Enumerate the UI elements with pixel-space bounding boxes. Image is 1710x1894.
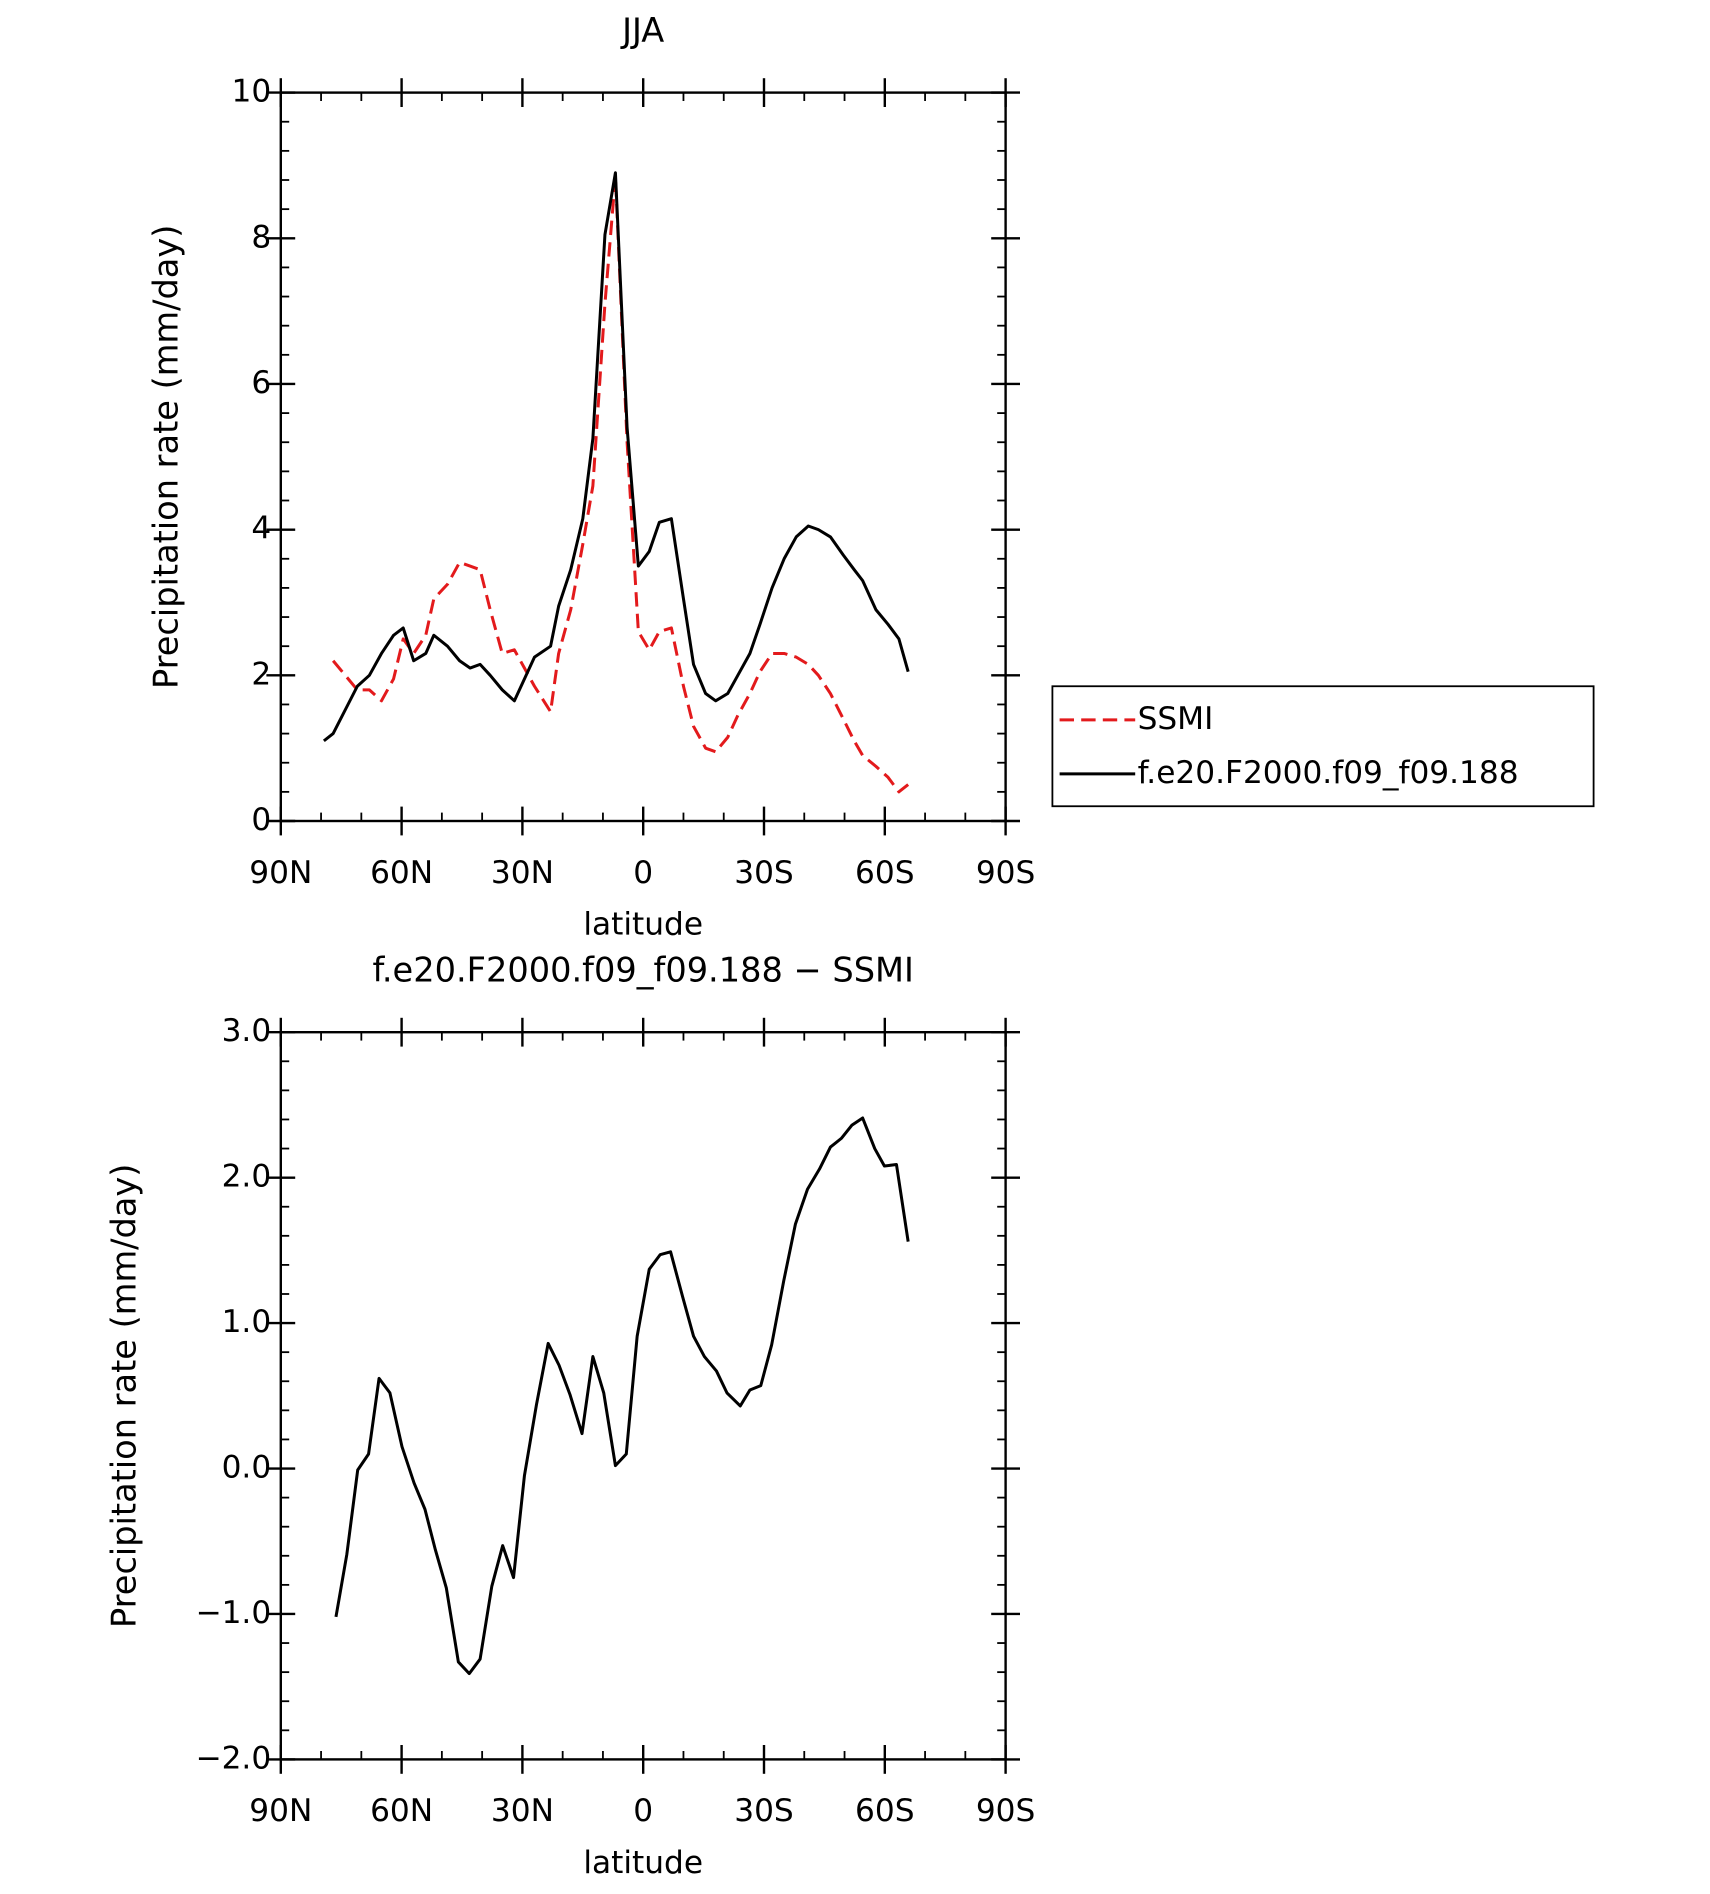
chart-title: JJA xyxy=(620,11,664,50)
data-line xyxy=(334,1116,910,1676)
data-line xyxy=(322,171,910,743)
y-tick-label: 0.0 xyxy=(222,1450,272,1486)
x-tick-label: 60N xyxy=(370,855,433,891)
y-tick-label: 6 xyxy=(251,365,271,401)
x-tick-label: 30N xyxy=(491,855,554,891)
x-tick-label: 60S xyxy=(855,1793,914,1829)
y-tick-label: 3.0 xyxy=(222,1013,272,1049)
plot-frame xyxy=(279,91,1007,823)
y-tick-label: −2.0 xyxy=(195,1740,271,1776)
y-tick-label: −1.0 xyxy=(195,1595,271,1631)
x-tick-label: 0 xyxy=(633,1793,653,1829)
y-tick-label: 4 xyxy=(251,511,271,547)
y-tick-label: 2 xyxy=(251,656,271,692)
x-tick-label: 90S xyxy=(976,1793,1035,1829)
x-tick-label: 0 xyxy=(633,855,653,891)
y-tick-label: 8 xyxy=(251,219,271,255)
x-tick-label: 90N xyxy=(249,1793,312,1829)
x-tick-label: 90S xyxy=(976,855,1035,891)
y-axis-label: Precipitation rate (mm/day) xyxy=(147,225,186,689)
legend-box xyxy=(1051,685,1595,808)
y-tick-label: 10 xyxy=(232,74,272,110)
x-tick-label: 60S xyxy=(855,855,914,891)
x-tick-label: 30S xyxy=(734,1793,793,1829)
chart-title: f.e20.F2000.f09_f09.188 − SSMI xyxy=(372,951,913,990)
y-tick-label: 2.0 xyxy=(222,1159,272,1195)
legend-label: f.e20.F2000.f09_f09.188 xyxy=(1138,755,1519,791)
y-axis-label: Precipitation rate (mm/day) xyxy=(105,1164,144,1628)
x-axis-label: latitude xyxy=(583,1845,703,1881)
legend: SSMI f.e20.F2000.f09_f09.188 xyxy=(1051,685,1595,808)
x-tick-label: 30N xyxy=(491,1793,554,1829)
x-axis-label: latitude xyxy=(583,906,703,942)
y-tick-label: 1.0 xyxy=(222,1304,272,1340)
y-tick-label: 0 xyxy=(251,802,271,838)
legend-label: SSMI xyxy=(1138,701,1214,737)
x-tick-label: 60N xyxy=(370,1793,433,1829)
x-tick-label: 90N xyxy=(249,855,312,891)
x-tick-label: 30S xyxy=(734,855,793,891)
